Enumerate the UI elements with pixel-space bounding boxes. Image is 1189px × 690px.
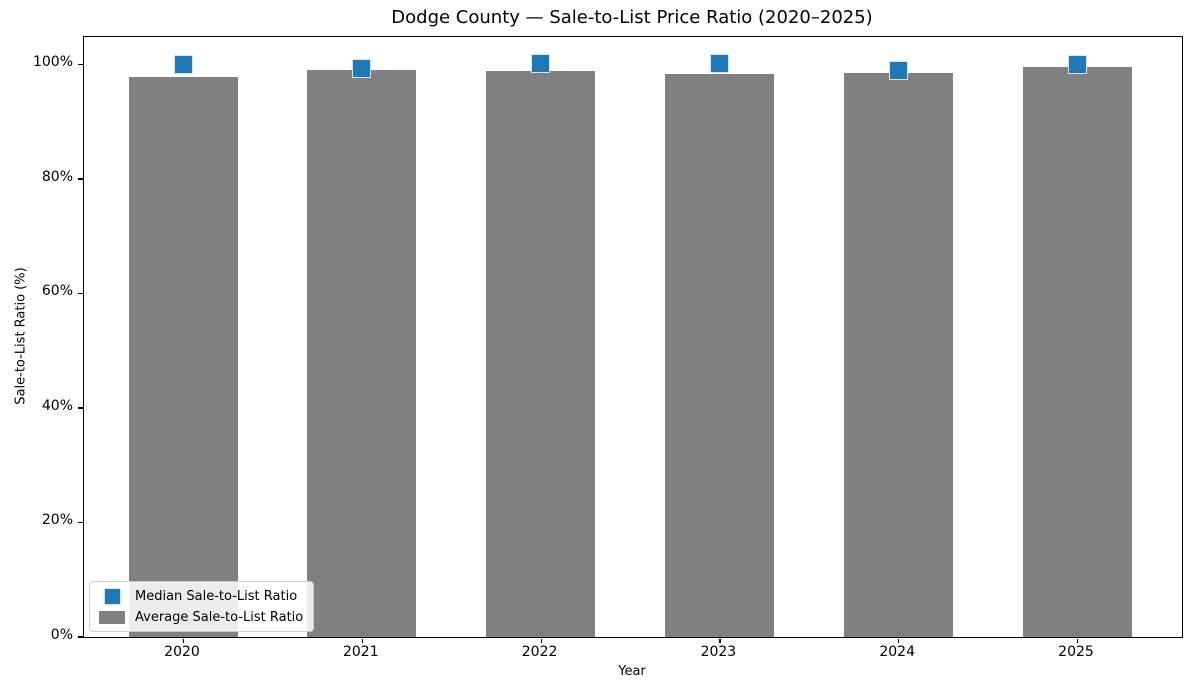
marker-median-2022 <box>531 54 551 74</box>
legend-item-median: Median Sale-to-List Ratio <box>98 588 303 605</box>
chart-title: Dodge County — Sale-to-List Price Ratio … <box>391 7 873 28</box>
y-tick-label-20%: 20% <box>41 512 73 529</box>
marker-median-2025 <box>1067 54 1087 74</box>
x-tick-label-2020: 2020 <box>164 644 200 660</box>
y-tick-label-40%: 40% <box>41 397 73 414</box>
x-tick-label-2023: 2023 <box>700 644 737 660</box>
x-tick-label-2021: 2021 <box>342 644 379 660</box>
y-tick-mark <box>78 292 83 295</box>
x-tick-mark <box>540 638 542 643</box>
x-tick-label-2025: 2025 <box>1058 644 1094 660</box>
median-marker-swatch <box>103 588 121 605</box>
y-tick-mark <box>78 178 83 180</box>
bar-average-2022 <box>486 71 596 637</box>
legend: Median Sale-to-List Ratio Average Sale-t… <box>89 581 315 632</box>
x-tick-mark <box>898 638 900 643</box>
y-tick-label-80%: 80% <box>41 168 73 185</box>
bar-average-2021 <box>307 69 417 637</box>
y-tick-mark <box>78 407 83 409</box>
bar-average-2024 <box>843 73 953 637</box>
y-tick-label-60%: 60% <box>41 283 73 300</box>
y-tick-label-0%: 0% <box>50 627 73 643</box>
y-tick-mark <box>78 636 83 638</box>
marker-median-2021 <box>352 58 372 78</box>
marker-median-2023 <box>709 54 729 74</box>
average-bar-swatch <box>99 611 125 624</box>
y-tick-mark <box>78 521 83 524</box>
x-axis-label: Year <box>618 664 646 679</box>
x-tick-mark <box>183 638 185 643</box>
legend-swatch-box <box>98 588 126 605</box>
y-tick-label-100%: 100% <box>32 54 73 71</box>
legend-swatch-box <box>98 611 126 624</box>
bar-average-2020 <box>128 77 238 637</box>
legend-item-average: Average Sale-to-List Ratio <box>98 610 303 625</box>
bar-average-2023 <box>664 74 774 637</box>
x-tick-label-2022: 2022 <box>521 644 558 660</box>
marker-median-2024 <box>888 60 908 80</box>
x-tick-mark <box>361 638 364 643</box>
plot-area: Median Sale-to-List Ratio Average Sale-t… <box>78 36 1183 643</box>
x-tick-label-2024: 2024 <box>879 644 916 660</box>
legend-label-average: Average Sale-to-List Ratio <box>135 610 304 625</box>
marker-median-2020 <box>173 54 193 74</box>
bar-average-2025 <box>1022 66 1132 637</box>
y-tick-mark <box>78 63 83 66</box>
x-tick-mark <box>719 638 721 643</box>
legend-label-median: Median Sale-to-List Ratio <box>135 589 298 604</box>
x-tick-mark <box>1077 638 1079 643</box>
